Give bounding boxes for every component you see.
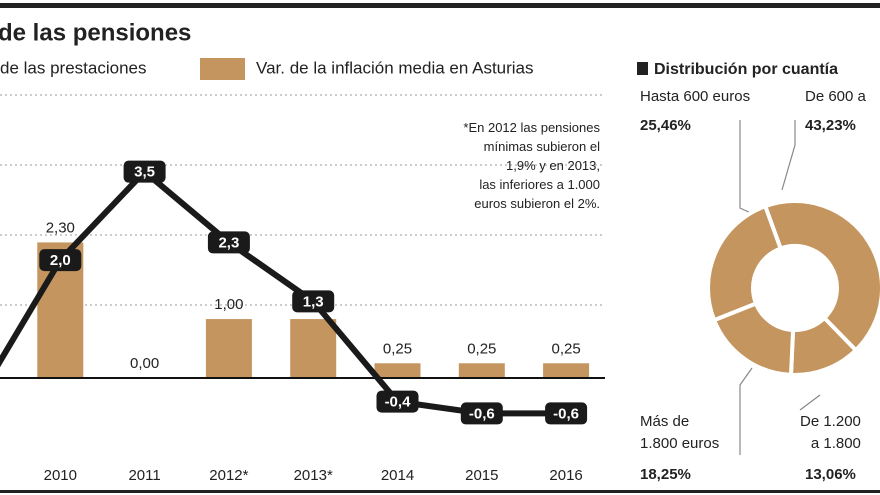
bar bbox=[458, 363, 505, 379]
leader-line bbox=[781, 120, 796, 191]
donut-segment bbox=[762, 199, 880, 354]
footnote: *En 2012 las pensiones mínimas subieron … bbox=[463, 120, 600, 211]
bottom-rule bbox=[0, 490, 880, 493]
line-value-label: -0,6 bbox=[553, 405, 579, 422]
value-badge bbox=[207, 231, 250, 254]
line-value-label: 2,0 bbox=[50, 252, 71, 269]
line-value-label: 2,3 bbox=[218, 234, 239, 251]
line-value-label: 3,5 bbox=[134, 164, 155, 181]
line-point: 2,3 bbox=[207, 231, 250, 254]
leader-line bbox=[739, 120, 756, 216]
value-badge bbox=[545, 402, 588, 425]
x-tick-label: 2012* bbox=[209, 467, 248, 484]
bar-value-label: 0,00 bbox=[130, 355, 159, 372]
donut-segment bbox=[706, 203, 784, 323]
line-value-label: -0,4 bbox=[385, 394, 412, 411]
segment-label: Más de 1.800 euros bbox=[640, 413, 720, 452]
value-badge bbox=[376, 390, 419, 413]
value-badge bbox=[460, 402, 503, 425]
bar bbox=[374, 363, 421, 379]
leader-line bbox=[799, 394, 821, 411]
x-tick-label: 2011 bbox=[128, 467, 160, 484]
legend-label: de las prestaciones bbox=[0, 58, 146, 77]
bar-value-label: 0,25 bbox=[551, 340, 580, 357]
value-badge bbox=[123, 160, 166, 183]
bar-value-label: 1,00 bbox=[214, 296, 243, 313]
x-tick-label: 2014 bbox=[381, 467, 414, 484]
bar-value-label: 0,25 bbox=[383, 340, 412, 357]
line-point: -0,6 bbox=[545, 402, 588, 425]
x-tick-label: 2013* bbox=[294, 467, 333, 484]
x-tick-label: 2010 bbox=[44, 467, 77, 484]
chart-title: de las pensiones bbox=[0, 19, 191, 46]
title-marker bbox=[637, 62, 648, 75]
segment-value: 43,23% bbox=[805, 117, 856, 134]
x-tick-label: 2016 bbox=[549, 467, 582, 484]
segment-label: De 1.200 a 1.800 bbox=[800, 413, 861, 452]
segment-value: 25,46% bbox=[640, 117, 691, 134]
bar bbox=[543, 363, 590, 379]
bar-value-label: 0,25 bbox=[467, 340, 496, 357]
segment-value: 18,25% bbox=[640, 466, 691, 483]
line-point: -0,4 bbox=[376, 390, 419, 413]
bar bbox=[205, 319, 252, 379]
line-point: 3,5 bbox=[123, 160, 166, 183]
top-rule bbox=[0, 3, 880, 8]
line-value-label: -0,6 bbox=[469, 405, 495, 422]
legend-label: Var. de la inflación media en Asturias bbox=[256, 58, 534, 77]
segment-label: Hasta 600 euros bbox=[640, 88, 751, 105]
value-badge bbox=[292, 290, 335, 313]
line-point: -0,6 bbox=[460, 402, 503, 425]
segment-label: De 600 a bbox=[805, 88, 866, 105]
x-tick-label: 2015 bbox=[465, 467, 498, 484]
chart-title: Distribución por cuantía bbox=[654, 61, 838, 78]
bar bbox=[290, 319, 337, 379]
segment-value: 13,06% bbox=[805, 466, 856, 483]
legend-swatch bbox=[200, 58, 245, 80]
bar-value-label: 2,30 bbox=[46, 219, 75, 236]
line-value-label: 1,3 bbox=[303, 293, 324, 310]
leader-line bbox=[739, 367, 753, 455]
line-point: 2,0 bbox=[39, 249, 82, 272]
line-point: 1,3 bbox=[292, 290, 335, 313]
value-badge bbox=[39, 249, 82, 272]
